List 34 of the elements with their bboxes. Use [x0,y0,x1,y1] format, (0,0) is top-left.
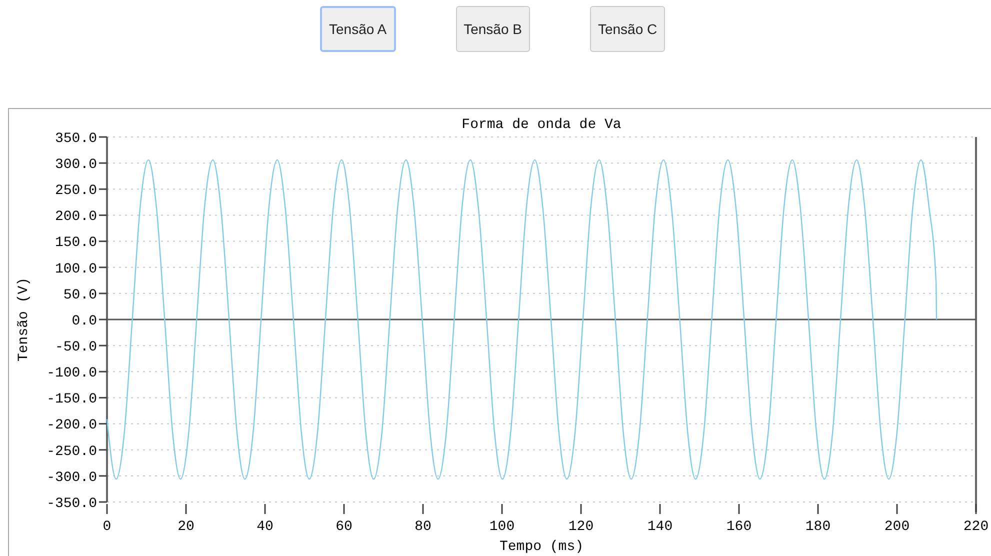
line-series [106,159,938,480]
text: Tensão C [590,6,666,52]
x-tick-label: 200 [884,519,910,535]
y-tick-label: -350.0 [46,496,97,512]
text: Tensão B [456,6,530,52]
y-axis-title: Tensão (V) [16,277,32,362]
y-tick-label: -200.0 [46,418,97,434]
y-tick-label: 250.0 [54,183,97,200]
x-tick-label: 220 [963,519,989,535]
x-tick-label: 100 [489,519,515,535]
chart-title: Forma de onda de Va [462,117,622,133]
x-tick-label: 20 [178,519,194,535]
x-tick-label: 160 [726,519,752,535]
y-tick-label: 300.0 [54,156,97,173]
y-tick-label: 350.0 [54,130,97,147]
y-tick-label: 200.0 [54,209,97,226]
x-tick-label: 60 [336,519,352,535]
y-tick-label: 50.0 [63,287,97,304]
y-tick-label: -250.0 [46,444,97,460]
x-axis-title: Tempo (ms) [499,539,584,555]
x-tick-label: 180 [805,519,831,535]
y-tick-label: -300.0 [46,470,97,486]
x-tick-label: 140 [647,519,673,535]
y-tick-label: 150.0 [54,235,97,252]
x-tick-label: 80 [414,519,432,535]
x-tick-label: 120 [568,519,594,535]
y-tick-label: -150.0 [46,392,97,408]
y-tick-label: 100.0 [54,261,97,278]
y-tick-label: -100.0 [46,366,97,382]
text: Tensão A [320,6,396,52]
x-tick-label: 0 [102,519,112,535]
x-tick-label: 40 [256,519,274,535]
y-tick-label: 0.0 [72,313,97,330]
y-tick-label: -50.0 [54,339,97,356]
